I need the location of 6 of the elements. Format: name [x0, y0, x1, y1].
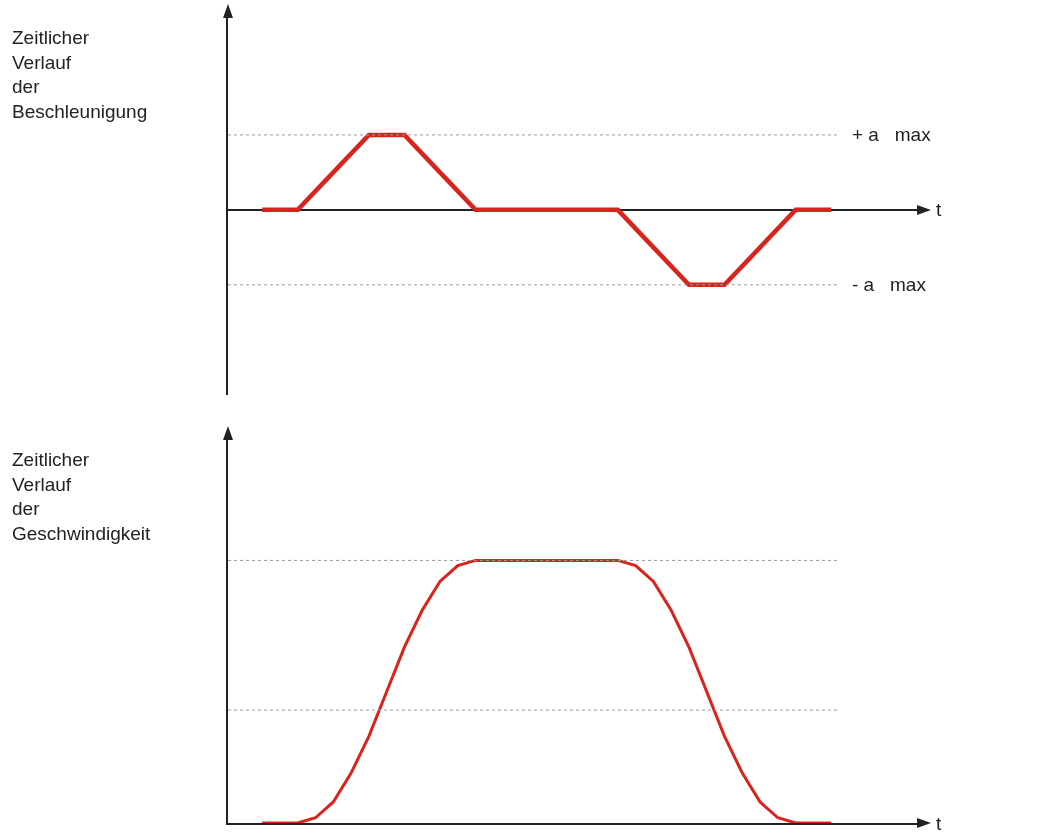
y-axis-title: Zeitlicher Verlauf der Geschwindigkeit [12, 449, 152, 545]
x-axis-title: t [936, 813, 942, 834]
y-axis-title: Zeitlicher Verlauf der Beschleunigung [12, 27, 148, 123]
ref-line-label: + a max [852, 124, 932, 145]
ref-line-label: - a max [852, 274, 927, 295]
x-axis-title: t [936, 199, 942, 220]
